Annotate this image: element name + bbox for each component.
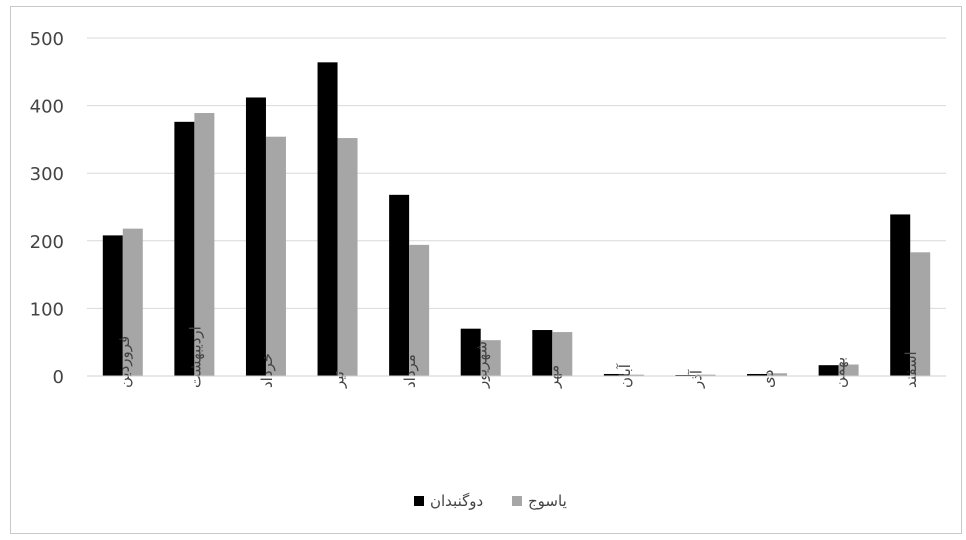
legend: دوگنبدان یاسوج	[414, 492, 567, 511]
bar-1-6	[460, 328, 481, 376]
bar-1-2	[174, 121, 195, 376]
x-category-label: مرداد	[401, 354, 419, 388]
y-tick-label: 500	[30, 29, 64, 50]
bar-1-3	[245, 97, 266, 376]
bar-2-10	[767, 373, 788, 376]
y-axis-ticks: 0 100 200 300 400 500	[30, 29, 64, 388]
bars	[102, 62, 931, 376]
x-category-label: اردیبهشت	[186, 326, 204, 388]
bar-1-7	[532, 330, 553, 376]
gridlines	[87, 37, 946, 309]
x-category-label: مهر	[544, 365, 562, 389]
x-axis-labels: فروردین اردیبهشت خرداد تیر مرداد شهریور مهر آبا…	[115, 326, 920, 389]
bar-2-9	[695, 374, 716, 376]
bar-2-12	[910, 252, 931, 376]
bar-1-8	[603, 373, 624, 376]
bar-1-4	[317, 62, 338, 376]
x-category-label: آذر	[687, 369, 705, 389]
bar-2-1	[122, 228, 143, 376]
bar-1-12	[890, 214, 911, 376]
legend-swatch-1	[414, 496, 424, 506]
y-tick-label: 100	[30, 299, 64, 320]
y-tick-label: 0	[53, 367, 64, 388]
bar-2-11	[838, 364, 859, 376]
x-category-label: دی	[759, 370, 777, 388]
bar-2-4	[337, 138, 358, 376]
legend-swatch-2	[512, 496, 522, 506]
bar-2-3	[265, 136, 286, 376]
legend-label-1: دوگنبدان	[430, 492, 483, 510]
x-category-label: خرداد	[258, 353, 276, 388]
bar-1-1	[102, 235, 123, 376]
x-category-label: تیر	[330, 371, 348, 389]
x-category-label: اسفند	[902, 351, 920, 388]
bar-2-5	[409, 244, 430, 376]
legend-label-2: یاسوج	[528, 492, 567, 511]
y-tick-label: 200	[30, 232, 64, 253]
bar-1-11	[818, 365, 839, 376]
bar-2-7	[552, 332, 573, 376]
x-category-label: فروردین	[115, 336, 133, 388]
bar-2-2	[194, 113, 215, 376]
x-category-label: شهریور	[473, 341, 491, 389]
y-tick-label: 400	[30, 97, 64, 118]
x-category-label: بهمن	[831, 357, 849, 388]
chart-frame	[10, 6, 962, 534]
bar-2-6	[480, 340, 501, 376]
bar-1-10	[747, 373, 768, 376]
bar-2-8	[623, 374, 644, 376]
y-tick-label: 300	[30, 164, 64, 185]
bar-1-5	[389, 194, 410, 376]
